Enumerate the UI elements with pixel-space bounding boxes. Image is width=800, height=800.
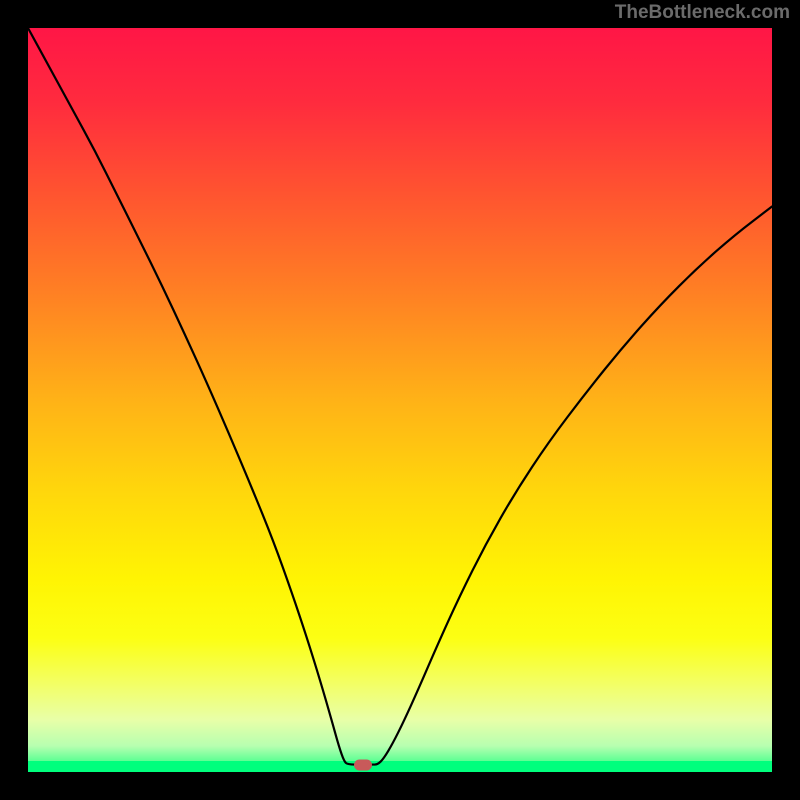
curve-svg [28,28,772,772]
watermark-text: TheBottleneck.com [615,2,790,24]
optimal-marker [354,759,372,770]
chart-container: TheBottleneck.com [0,0,800,800]
bottleneck-curve [28,28,772,765]
